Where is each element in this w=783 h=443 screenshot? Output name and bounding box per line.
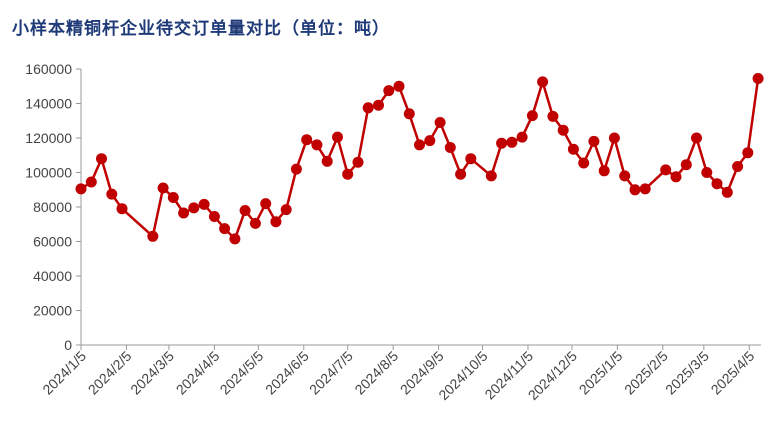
data-point	[85, 176, 97, 188]
data-point	[280, 204, 292, 216]
x-tick-label: 2024/8/5	[351, 348, 401, 398]
data-point	[229, 233, 241, 245]
data-point	[598, 165, 610, 177]
data-point	[516, 131, 528, 143]
data-point	[629, 184, 641, 196]
data-point	[219, 223, 231, 235]
data-point	[260, 198, 272, 210]
y-tick-label: 80000	[33, 199, 72, 215]
data-point	[147, 230, 159, 242]
x-tick-label: 2025/4/5	[708, 348, 758, 398]
data-point	[485, 170, 497, 182]
data-point	[178, 207, 190, 219]
data-point	[198, 198, 210, 210]
x-tick-label: 2025/3/5	[662, 348, 712, 398]
data-point	[670, 171, 682, 183]
x-tick-label: 2024/7/5	[306, 348, 356, 398]
x-tick-label: 2025/2/5	[621, 348, 671, 398]
y-tick-label: 20000	[33, 303, 72, 319]
data-point	[208, 211, 220, 222]
x-tick-label: 2024/1/5	[39, 348, 89, 398]
data-point	[157, 182, 169, 194]
data-point	[588, 135, 600, 147]
y-tick-label: 100000	[25, 165, 72, 181]
data-point	[383, 85, 395, 97]
chart-title: 小样本精铜杆企业待交订单量对比（单位：吨）	[12, 19, 390, 39]
data-point	[557, 124, 569, 136]
data-point	[455, 168, 467, 180]
data-point	[578, 157, 590, 169]
x-tick-label: 2024/2/5	[85, 348, 135, 398]
data-point	[701, 167, 713, 178]
data-point	[732, 161, 744, 172]
data-point	[424, 135, 436, 147]
data-point	[711, 178, 723, 190]
data-point	[116, 203, 128, 215]
data-point	[526, 110, 538, 122]
data-point	[332, 131, 343, 143]
data-point	[752, 73, 764, 84]
data-point	[660, 164, 672, 176]
data-point	[373, 99, 384, 111]
data-point	[691, 132, 702, 144]
data-point	[547, 110, 559, 122]
data-point	[106, 188, 118, 200]
data-point	[301, 134, 313, 146]
data-point	[290, 163, 302, 175]
data-point	[393, 80, 405, 92]
data-point	[465, 153, 477, 165]
data-point	[537, 76, 549, 88]
y-tick-label: 40000	[33, 268, 72, 284]
y-tick-label: 140000	[25, 96, 72, 112]
x-tick-label: 2024/5/5	[217, 348, 267, 398]
data-point	[608, 132, 620, 144]
y-tick-label: 60000	[33, 234, 72, 250]
data-point	[75, 183, 87, 195]
data-point	[619, 170, 631, 182]
data-point	[414, 139, 425, 151]
data-point	[311, 139, 323, 151]
data-point	[680, 159, 692, 171]
data-point	[434, 117, 446, 128]
x-tick-label: 2025/1/5	[576, 348, 626, 398]
data-point	[403, 108, 415, 120]
data-point	[639, 183, 651, 195]
data-point	[742, 147, 754, 159]
data-point	[342, 168, 354, 180]
x-tick-label: 2024/4/5	[173, 348, 223, 398]
data-point	[352, 156, 364, 168]
data-point	[188, 202, 200, 214]
x-tick-label: 2024/12/5	[525, 348, 581, 404]
data-point	[362, 102, 374, 114]
x-tick-label: 2024/3/5	[127, 348, 177, 398]
x-tick-label: 2024/6/5	[262, 348, 312, 398]
x-tick-label: 2024/10/5	[435, 348, 491, 404]
y-tick-label: 0	[64, 337, 72, 353]
data-point	[496, 137, 508, 149]
data-point	[444, 142, 456, 153]
data-point	[567, 143, 579, 155]
data-point	[167, 192, 179, 203]
data-point	[321, 155, 333, 167]
data-point	[270, 216, 282, 228]
data-point	[239, 205, 251, 216]
data-point	[506, 136, 518, 148]
data-point	[249, 217, 261, 229]
data-point	[96, 153, 107, 165]
y-tick-label: 160000	[25, 61, 72, 77]
y-tick-label: 120000	[25, 130, 72, 146]
data-point	[721, 186, 733, 198]
